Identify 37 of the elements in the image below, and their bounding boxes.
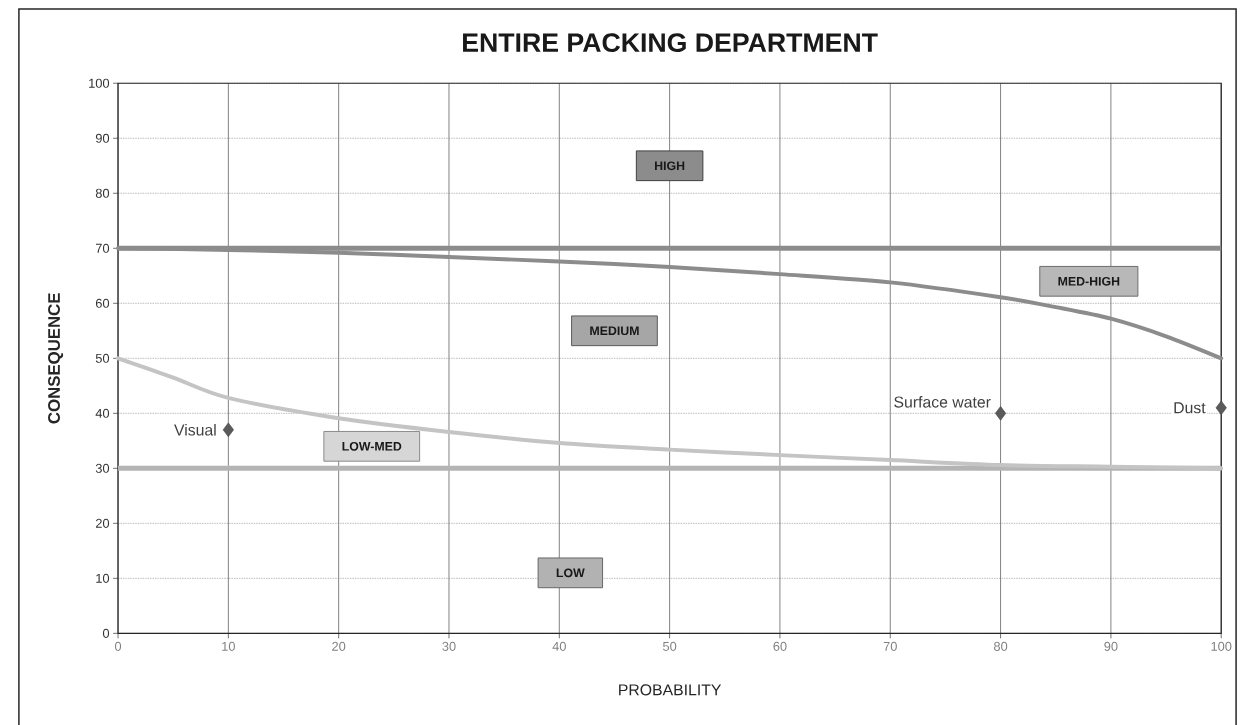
y-tick-label: 90 [95, 133, 110, 144]
y-tick-label: 20 [95, 519, 110, 529]
x-axis-title: PROBABILITY [619, 684, 722, 696]
y-axis-title: CONSEQUENCE [48, 293, 64, 424]
series-label: Visual [174, 424, 216, 436]
y-tick-label: 50 [95, 353, 110, 364]
y-tick-label: 80 [95, 188, 110, 199]
annotation: HIGH [655, 161, 685, 171]
y-tick-label: 70 [95, 243, 110, 254]
x-tick-label: 40 [552, 642, 566, 652]
x-tick-label: 100 [1211, 642, 1232, 652]
chart-title: ENTIRE PACKING DEPARTMENT [463, 33, 878, 53]
y-tick-label: 40 [95, 408, 110, 419]
annotation: MED-HIGH [1058, 277, 1120, 286]
line-series [116, 356, 1224, 471]
y-tick-label: 30 [95, 464, 110, 474]
y-tick-label: 0 [102, 629, 110, 639]
x-tick-label: 60 [773, 642, 787, 652]
series-label: Surface water [894, 396, 991, 408]
point [1215, 400, 1227, 416]
y-tick-label: 10 [96, 574, 110, 584]
point [222, 422, 234, 438]
x-tick-label: 10 [222, 642, 235, 652]
y-tick-label: 60 [95, 298, 110, 309]
x-tick-label: 70 [883, 642, 897, 652]
series-label: Dust [1174, 402, 1206, 414]
annotation: LOW [556, 568, 585, 578]
x-tick-label: 30 [442, 642, 456, 652]
x-tick-label: 90 [1104, 642, 1118, 652]
x-tick-label: 20 [332, 642, 346, 652]
y-tick-label: 100 [89, 78, 110, 89]
annotation: MEDIUM [590, 326, 639, 336]
x-tick-label: 0 [114, 642, 122, 652]
point [995, 406, 1007, 421]
x-tick-label: 80 [993, 642, 1008, 652]
x-tick-label: 50 [662, 642, 677, 652]
annotation: LOW-MED [342, 442, 402, 451]
